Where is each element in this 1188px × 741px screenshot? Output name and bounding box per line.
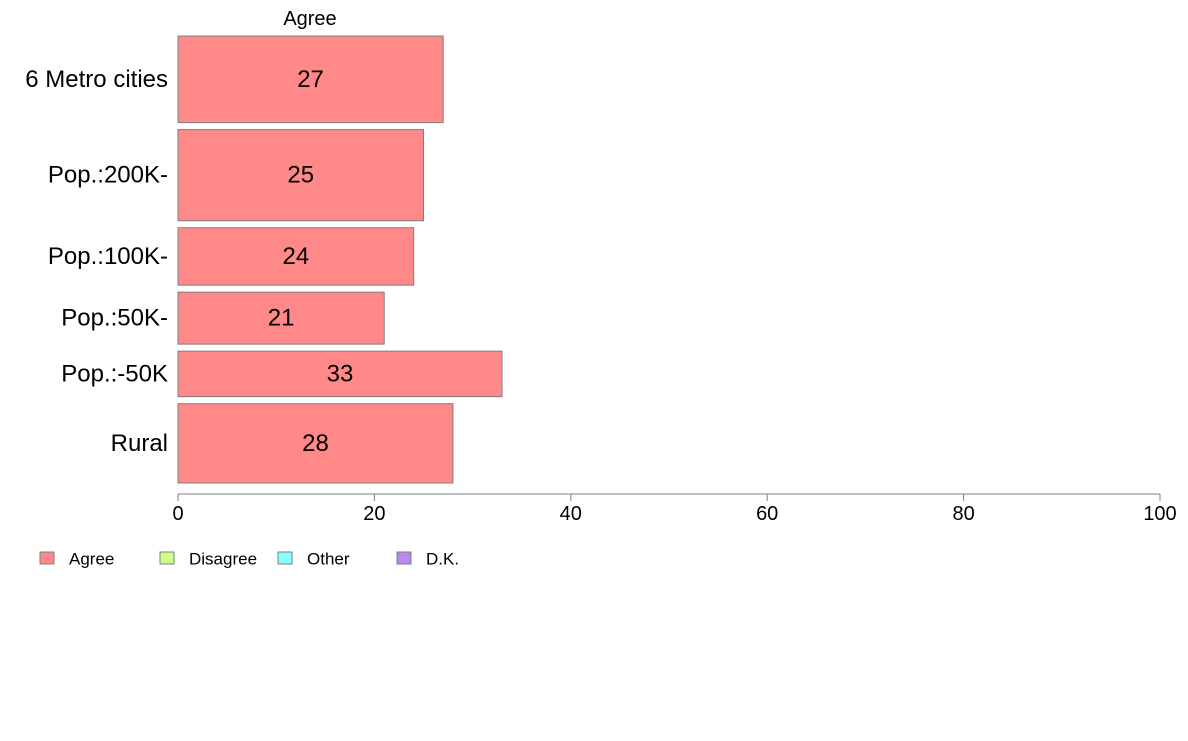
x-tick-label-80: 80 [952,503,974,525]
data-label-6-metro-cities: 27 [297,66,324,93]
data-label-pop-50k: 21 [268,305,295,332]
legend-swatch-disagree [159,551,175,565]
x-tick-label-20: 20 [363,503,385,525]
data-label-pop-200k: 25 [287,162,314,189]
bar-agree-pop-50k [177,291,385,345]
x-tick-label-40: 40 [560,503,582,525]
data-label-pop-50k: 33 [327,360,354,387]
x-tick-label-60: 60 [756,503,778,525]
x-tick-label-100: 100 [1143,503,1176,525]
legend-label-d-k: D.K. [426,550,459,569]
data-label-rural: 28 [302,430,329,457]
bar-agree-rural [177,403,454,484]
bar-agree-pop-200k [177,129,424,222]
category-label-pop-50k: Pop.:50K- [61,305,168,332]
chart-title: Agree [283,8,336,30]
category-label-pop-200k: Pop.:200K- [48,162,168,189]
bar-agree-pop-50k [177,350,503,398]
data-label-pop-100k: 24 [282,243,309,270]
category-label-pop-50k: Pop.:-50K [61,360,168,387]
legend-label-other: Other [307,550,350,569]
bar-agree-pop-100k [177,227,415,286]
x-tick-label-0: 0 [172,503,183,525]
category-label-rural: Rural [111,430,168,457]
category-label-6-metro-cities: 6 Metro cities [25,66,168,93]
category-label-pop-100k: Pop.:100K- [48,243,168,270]
x-axis: 0 20 40 60 80 100 [172,493,1177,525]
legend-swatch-agree [39,551,55,565]
legend-swatch-d-k [396,551,412,565]
bars-layer: 6 Metro cities 27 Pop.:200K- 25 Pop.:100K- 24… [25,35,503,484]
legend-label-disagree: Disagree [189,550,257,569]
legend-label-agree: Agree [69,550,114,569]
legend: Agree Disagree Other D.K. [39,550,459,569]
bar-agree-6-metro-cities [177,35,444,124]
legend-swatch-other [277,551,293,565]
